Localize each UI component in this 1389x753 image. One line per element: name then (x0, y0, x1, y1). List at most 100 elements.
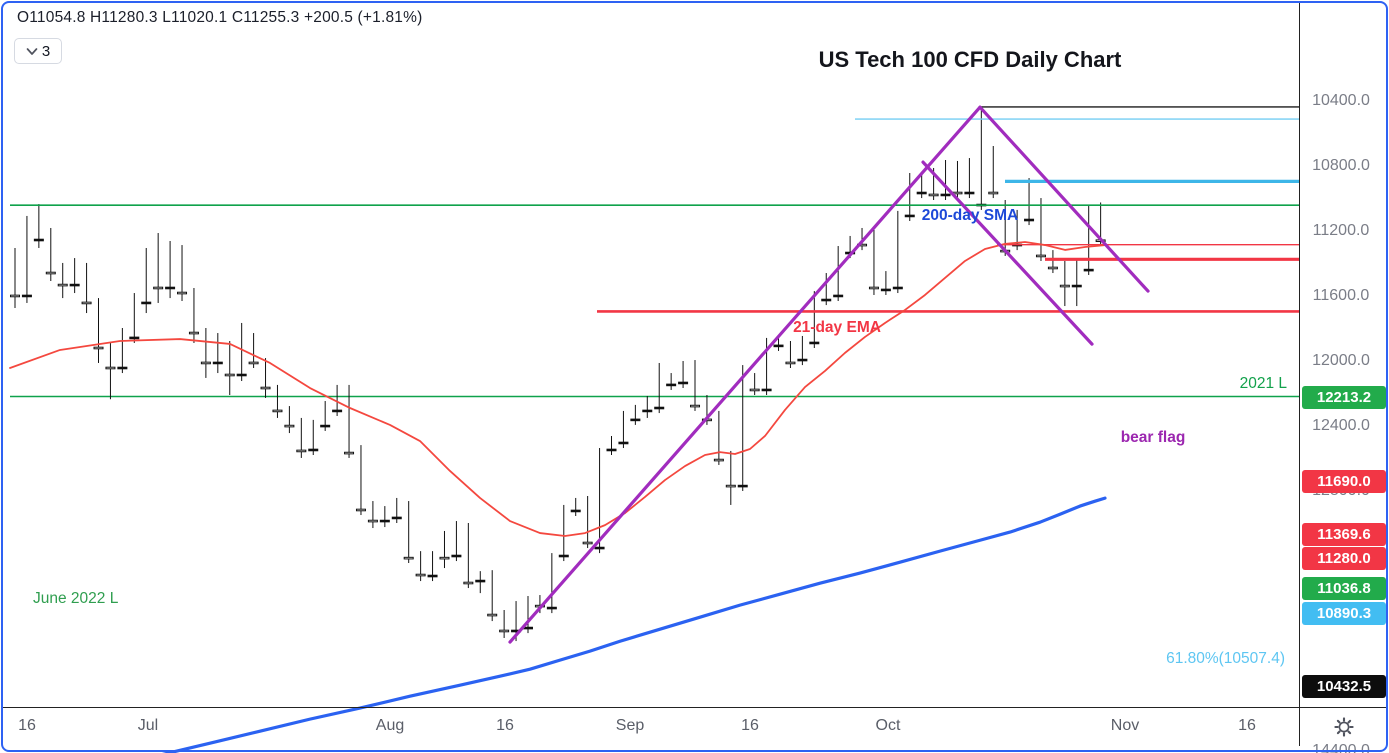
candle-body (594, 546, 605, 550)
ohlc-legend: O11054.8 H11280.3 L11020.1 C11255.3 +200… (17, 9, 423, 26)
time-tick-label: Sep (615, 717, 645, 734)
time-tick-label: Jul (137, 717, 159, 734)
candle-body (1024, 218, 1035, 222)
bear-flag-trendlines (508, 105, 1150, 644)
interval-button[interactable]: 3 (14, 38, 62, 64)
axis-corner (1300, 708, 1388, 745)
candle-body (33, 238, 44, 242)
candle-body (129, 336, 140, 340)
candle-body (499, 629, 510, 633)
candle-body (1059, 284, 1070, 288)
candle-body (1071, 284, 1082, 288)
candle-body (821, 298, 832, 302)
price-tick-label: 12000.0 (1312, 351, 1370, 369)
candle-body (630, 418, 641, 422)
time-tick-label: 16 (1238, 717, 1256, 734)
candle-body (236, 373, 247, 377)
interval-label: 3 (41, 42, 51, 60)
candle-body (690, 404, 701, 408)
candle-body (45, 271, 56, 275)
price-tick-label: 10400.0 (1312, 91, 1370, 109)
price-tick-label: 14400.0 (1312, 742, 1370, 753)
candle-body (367, 519, 378, 523)
trendline-flagpole (508, 105, 982, 644)
candle-body (224, 373, 235, 377)
candle-body (451, 554, 462, 558)
candle-body (320, 424, 331, 428)
candle-body (93, 346, 104, 350)
candle-body (546, 606, 557, 610)
time-tick-label: Aug (375, 717, 405, 734)
candle-body (940, 193, 951, 197)
price-badge: 10432.5 (1302, 674, 1386, 698)
ma-line-21-day-ema (9, 241, 1106, 537)
candle-body (165, 286, 176, 290)
candle-body (463, 581, 474, 585)
price-badge: 11690.0 (1302, 469, 1386, 493)
candle-body (797, 358, 808, 362)
candle-body (296, 449, 307, 453)
candle-body (880, 288, 891, 292)
candle-body (10, 294, 20, 298)
candle-body (1035, 254, 1046, 258)
price-tick-label: 10800.0 (1312, 156, 1370, 174)
time-tick-label: Nov (1110, 717, 1140, 734)
candle-body (427, 574, 438, 578)
candle-body (904, 214, 915, 218)
candle-body (916, 191, 927, 195)
moving-average-lines (9, 241, 1107, 753)
price-tick-label: 12400.0 (1312, 416, 1370, 434)
time-axis[interactable]: 16 Jul Aug 16 Sep 16 Oct Nov 16 (0, 708, 1298, 745)
candle-body (475, 579, 486, 583)
candle-body (188, 331, 199, 335)
annotation-2021-l: 2021 L (1239, 375, 1287, 392)
time-tick-label: 16 (18, 717, 36, 734)
candle-body (81, 301, 92, 305)
candle-body (833, 294, 844, 298)
candle-body (868, 286, 879, 290)
candle-body (928, 193, 939, 197)
candlestick-series (10, 107, 1106, 642)
candle-body (439, 556, 450, 560)
candle-body (725, 484, 736, 488)
candle-body (153, 286, 164, 290)
candle-body (570, 509, 581, 513)
candle-body (654, 406, 665, 410)
price-axis[interactable]: 14400.014000.013600.013200.012800.012400… (1300, 0, 1389, 753)
candle-body (737, 484, 748, 488)
candle-body (284, 424, 295, 428)
price-tick-label: 11200.0 (1312, 221, 1370, 239)
candle-body (57, 283, 68, 287)
candle-body (892, 286, 903, 290)
candle-body (749, 388, 760, 392)
time-tick-label: Oct (875, 717, 901, 734)
axis-separators (3, 3, 1386, 746)
price-badge: 11036.8 (1302, 576, 1386, 600)
candle-body (487, 613, 498, 617)
candle-body (773, 344, 784, 348)
ma-line-200-day-sma (161, 496, 1107, 753)
time-tick-label: 16 (496, 717, 514, 734)
candle-body (678, 381, 689, 385)
candle-body (177, 291, 188, 295)
price-badge: 11369.6 (1302, 522, 1386, 546)
candle-body (713, 458, 724, 462)
candle-body (606, 448, 617, 452)
candle-body (809, 341, 820, 345)
candle-body (21, 294, 32, 298)
chevron-down-icon (26, 47, 38, 55)
candle-body (403, 556, 414, 560)
candle-body (761, 388, 772, 392)
candle-body (200, 361, 211, 365)
trendline-flag-lower (978, 105, 1150, 293)
candle-body (642, 409, 653, 413)
gear-icon[interactable] (1333, 716, 1355, 738)
chart-title: US Tech 100 CFD Daily Chart (818, 47, 1122, 72)
time-tick-label: 16 (741, 717, 759, 734)
candle-body (69, 283, 80, 287)
candle-body (582, 541, 593, 545)
candle-body (141, 301, 152, 305)
candle-body (248, 361, 259, 365)
